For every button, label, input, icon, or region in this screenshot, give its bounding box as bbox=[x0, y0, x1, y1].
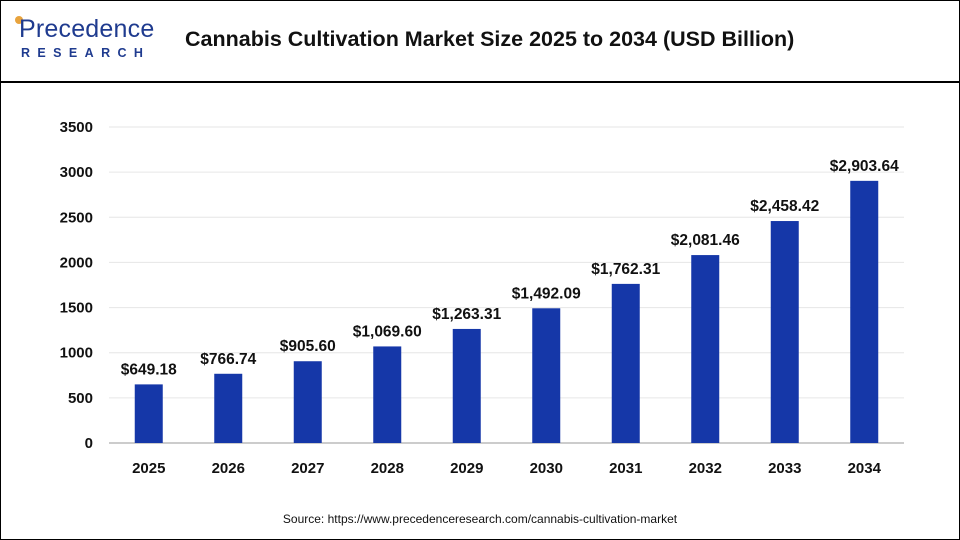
data-label: $766.74 bbox=[200, 351, 256, 368]
x-tick-label: 2034 bbox=[848, 460, 882, 477]
x-tick-label: 2032 bbox=[689, 460, 722, 477]
data-label: $905.60 bbox=[280, 338, 336, 355]
header: Precedence RESEARCH Cannabis Cultivation… bbox=[1, 1, 959, 83]
bar bbox=[611, 283, 640, 443]
data-label: $1,762.31 bbox=[591, 261, 660, 278]
logo-dot-icon bbox=[15, 16, 23, 24]
data-label: $2,081.46 bbox=[671, 232, 740, 249]
bar bbox=[134, 384, 163, 443]
bar bbox=[850, 180, 879, 444]
bar bbox=[214, 373, 243, 443]
bar bbox=[532, 308, 561, 443]
x-tick-label: 2025 bbox=[132, 460, 165, 477]
logo-subtitle: RESEARCH bbox=[21, 46, 151, 60]
y-tick-label: 1000 bbox=[60, 345, 93, 362]
data-label: $1,263.31 bbox=[432, 306, 501, 323]
y-tick-label: 0 bbox=[85, 435, 93, 452]
bar bbox=[452, 328, 481, 443]
y-tick-label: 1500 bbox=[60, 300, 93, 317]
chart-title: Cannabis Cultivation Market Size 2025 to… bbox=[185, 27, 795, 51]
y-tick-label: 3500 bbox=[60, 119, 93, 136]
x-tick-label: 2031 bbox=[609, 460, 642, 477]
data-label: $649.18 bbox=[121, 361, 177, 378]
x-tick-label: 2029 bbox=[450, 460, 483, 477]
data-label: $1,492.09 bbox=[512, 285, 581, 302]
y-tick-label: 2500 bbox=[60, 209, 93, 226]
bar bbox=[293, 361, 322, 443]
bar bbox=[373, 346, 402, 443]
source-note: Source: https://www.precedenceresearch.c… bbox=[282, 512, 678, 526]
x-tick-label: 2030 bbox=[530, 460, 563, 477]
data-label: $1,069.60 bbox=[353, 323, 422, 340]
y-tick-label: 2000 bbox=[60, 254, 93, 271]
bar bbox=[770, 221, 799, 443]
bar bbox=[691, 255, 720, 443]
x-tick-label: 2027 bbox=[291, 460, 324, 477]
logo-word: Precedence bbox=[19, 15, 155, 43]
data-label: $2,458.42 bbox=[750, 198, 819, 215]
brand-logo: Precedence RESEARCH bbox=[15, 15, 167, 65]
data-label: $2,903.64 bbox=[830, 158, 899, 175]
y-tick-label: 3000 bbox=[60, 164, 93, 181]
bar-chart: 0 500 1000 1500 2000 2500 3000 3500 $649.18 2025 $… bbox=[60, 119, 904, 477]
x-tick-label: 2033 bbox=[768, 460, 801, 477]
y-tick-label: 500 bbox=[68, 390, 93, 407]
x-tick-label: 2026 bbox=[212, 460, 245, 477]
x-tick-label: 2028 bbox=[371, 460, 404, 477]
